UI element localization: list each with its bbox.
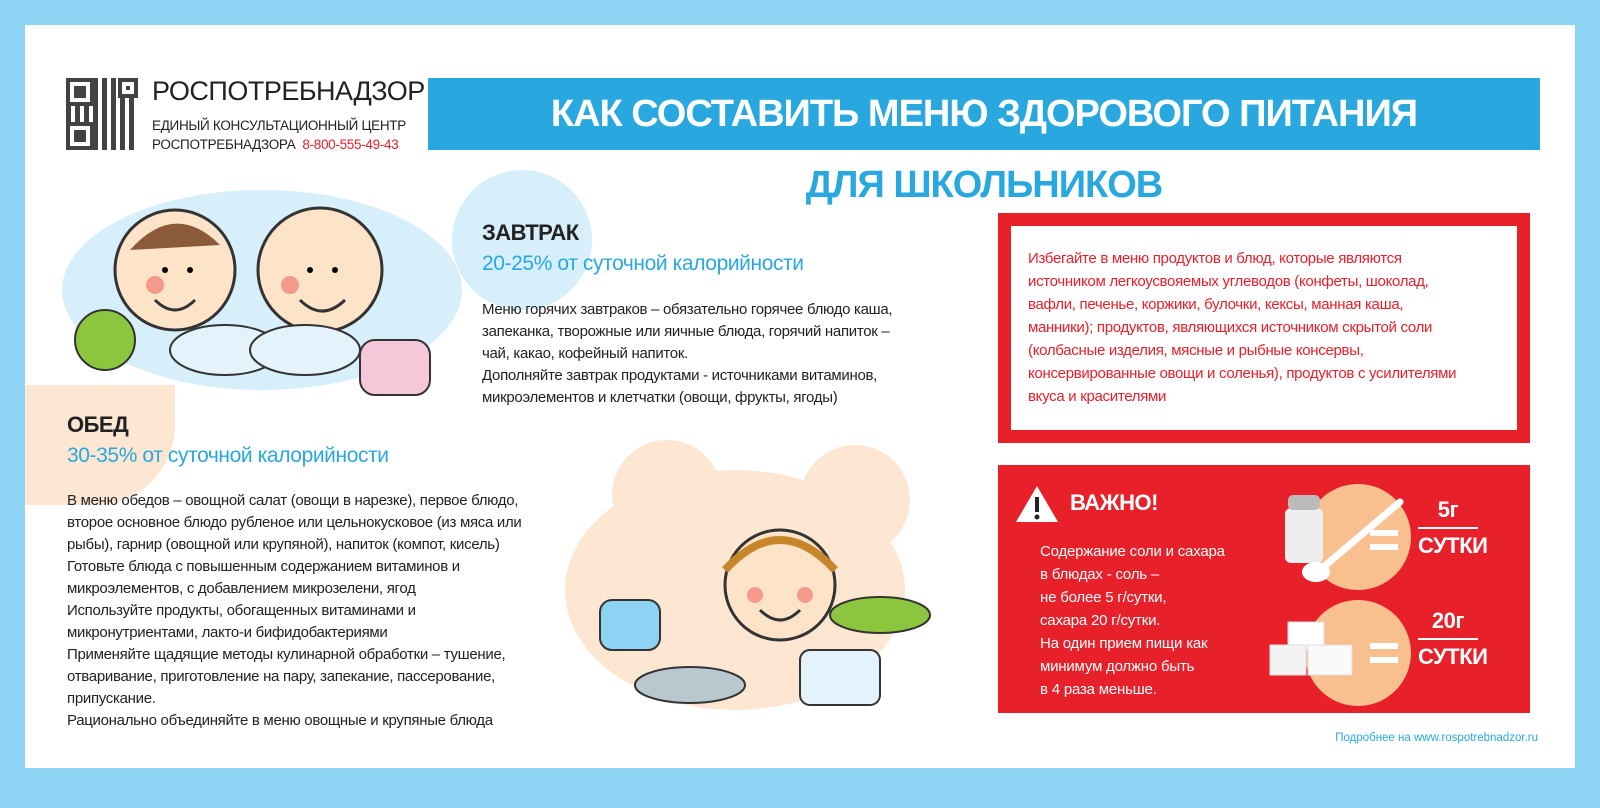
equals-icon — [1370, 643, 1398, 663]
sugar-cubes-icon — [1269, 621, 1353, 676]
text-line: Применяйте щадящие методы кулинарной обр… — [67, 646, 506, 663]
text-line: Содержание соли и сахара — [1040, 543, 1225, 560]
breakfast-calories: 20-25% от суточной калорийности — [482, 252, 804, 275]
text-line: второе основное блюдо рубленое или цельн… — [67, 514, 522, 531]
text-line: микронутриентами, лакто-и бифидобактерия… — [67, 624, 388, 641]
text-line: в 4 раза меньше. — [1040, 681, 1157, 698]
sugar-limit: 20г СУТКИ — [1418, 608, 1488, 670]
text-line: На один прием пищи как — [1040, 635, 1208, 652]
breakfast-text: Меню горячих завтраков – обязательно гор… — [482, 299, 893, 409]
important-title: ВАЖНО! — [1070, 490, 1158, 515]
text-line: Используйте продукты, обогащенных витами… — [67, 602, 416, 619]
text-line: Избегайте в меню продуктов и блюд, котор… — [1028, 250, 1402, 267]
girl-blob-ear-left — [612, 440, 722, 550]
salt-shaker-spoon-icon — [1285, 495, 1404, 582]
consult-line-2: РОСПОТРЕБНАДЗОРА — [152, 137, 296, 152]
sugar-unit: СУТКИ — [1418, 644, 1488, 669]
lunch-calories: 30-35% от суточной калорийности — [67, 444, 389, 467]
text-line: Дополняйте завтрак продуктами - источник… — [482, 367, 878, 384]
breakfast-blob-circle — [452, 170, 592, 310]
girl-lunch-illustration — [599, 528, 931, 706]
children-breakfast-illustration — [74, 206, 431, 396]
equals-icon — [1370, 530, 1398, 550]
hotline-phone[interactable]: 8-800-555-49-43 — [302, 137, 399, 152]
text-line: источником легкоусвояемых углеводов (кон… — [1028, 273, 1429, 290]
text-line: запеканка, творожные или яичные блюда, г… — [482, 323, 890, 340]
text-line: Меню горячих завтраков – обязательно гор… — [482, 301, 893, 318]
sugar-amount: 20г — [1418, 608, 1478, 640]
text-line: сахара 20 г/сутки. — [1040, 612, 1161, 629]
important-text: Содержание соли и сахара в блюдах - соль… — [1040, 540, 1225, 701]
girl-blob-ear-right — [800, 445, 910, 555]
breakfast-title: ЗАВТРАК — [482, 220, 579, 245]
consult-line-1: ЕДИНЫЙ КОНСУЛЬТАЦИОННЫЙ ЦЕНТР — [152, 118, 406, 133]
page-subtitle: ДЛЯ ШКОЛЬНИКОВ — [805, 164, 1164, 206]
text-line: микроэлементов и клетчатки (овощи, фрукт… — [482, 389, 838, 406]
text-line: рыбы), гарнир (овощной или крупяной), на… — [67, 536, 500, 553]
text-line: манники); продуктов, являющихся источник… — [1028, 319, 1433, 336]
salt-limit: 5г СУТКИ — [1418, 497, 1488, 559]
website-link[interactable]: Подробнее на www.rospotrebnadzor.ru — [1335, 732, 1538, 744]
org-name: РОСПОТРЕБНАДЗОР — [152, 76, 425, 106]
lunch-title: ОБЕД — [67, 412, 129, 437]
warning-icon — [1016, 486, 1058, 522]
text-line: в блюдах - соль – — [1040, 566, 1160, 583]
text-line: Готовьте блюда с повышенным содержанием … — [67, 558, 460, 575]
text-line: микроэлементов, с добавлением микрозелен… — [67, 580, 416, 597]
salt-amount: 5г — [1418, 497, 1478, 529]
text-line: Рационально объединяйте в меню овощные и… — [67, 712, 493, 729]
lunch-text: В меню обедов – овощной салат (овощи в н… — [67, 490, 522, 732]
salt-unit: СУТКИ — [1418, 533, 1488, 558]
text-line: отваривание, приготовление на пару, запе… — [67, 668, 495, 685]
text-line: вафли, печенье, коржики, булочки, кексы,… — [1028, 296, 1404, 313]
text-line: консервированные овощи и соленья), проду… — [1028, 365, 1457, 382]
text-line: В меню обедов – овощной салат (овощи в н… — [67, 492, 519, 509]
consult-center: ЕДИНЫЙ КОНСУЛЬТАЦИОННЫЙ ЦЕНТР РОСПОТРЕБН… — [152, 116, 406, 154]
text-line: припускание. — [67, 690, 156, 707]
text-line: не более 5 г/сутки, — [1040, 589, 1167, 606]
page-title: КАК СОСТАВИТЬ МЕНЮ ЗДОРОВОГО ПИТАНИЯ — [428, 78, 1540, 150]
important-box — [998, 465, 1530, 713]
text-line: минимум должно быть — [1040, 658, 1195, 675]
text-line: вкуса и красителями — [1028, 388, 1167, 405]
text-line: чай, какао, кофейный напиток. — [482, 345, 688, 362]
avoid-box — [998, 213, 1530, 443]
avoid-text: Избегайте в меню продуктов и блюд, котор… — [1028, 247, 1518, 408]
qr-code[interactable] — [66, 78, 138, 150]
text-line: (колбасные изделия, мясные и рыбные конс… — [1028, 342, 1364, 359]
